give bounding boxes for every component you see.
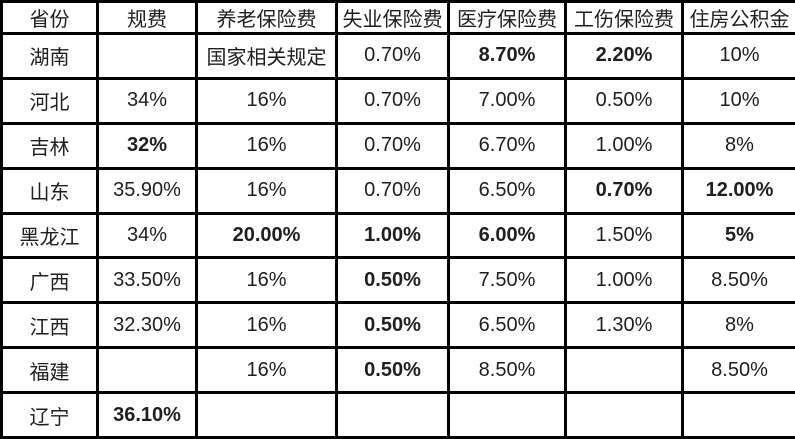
column-header-unemp: 失业保险费 (335, 0, 450, 35)
table-cell-pension: 16% (195, 301, 338, 350)
column-header-province: 省份 (0, 0, 99, 35)
table-cell-pension: 16% (195, 346, 338, 394)
province-cell: 江西 (0, 301, 99, 350)
province-cell: 河北 (0, 76, 99, 125)
table-cell-fee: 33.50% (96, 256, 198, 305)
table-cell-pension: 16% (195, 256, 338, 305)
table-cell-fee: 34% (96, 76, 198, 125)
table-cell-fee: 34% (96, 211, 198, 260)
table-row: 辽宁 36.10% (0, 391, 795, 439)
table-cell-housing: 8.50% (681, 256, 795, 305)
table-row: 河北 34% 16% 0.70% 7.00% 0.50% 10% (0, 76, 795, 125)
table-cell-medical: 6.50% (447, 166, 567, 215)
table-row: 江西 32.30% 16% 0.50% 6.50% 1.30% 8% (0, 301, 795, 350)
table-cell-injury (564, 346, 684, 394)
table-row: 黑龙江 34% 20.00% 1.00% 6.00% 1.50% 5% (0, 211, 795, 260)
province-cell: 辽宁 (0, 391, 99, 439)
table-row: 广西 33.50% 16% 0.50% 7.50% 1.00% 8.50% (0, 256, 795, 305)
table-cell-fee: 32% (96, 121, 198, 170)
table-cell-unemp: 1.00% (335, 211, 450, 260)
province-cell: 福建 (0, 346, 99, 394)
province-cell: 吉林 (0, 121, 99, 170)
table-cell-medical: 7.00% (447, 76, 567, 125)
table-cell-housing: 10% (681, 32, 795, 80)
table-cell-medical (447, 391, 567, 439)
table-cell-pension: 16% (195, 76, 338, 125)
table-cell-injury: 0.70% (564, 166, 684, 215)
table-cell-housing (681, 391, 795, 439)
table-cell-housing: 8% (681, 301, 795, 350)
table-row: 吉林 32% 16% 0.70% 6.70% 1.00% 8% (0, 121, 795, 170)
table-cell-fee (96, 32, 198, 80)
province-cell: 广西 (0, 256, 99, 305)
column-header-medical: 医疗保险费 (447, 0, 567, 35)
table-cell-housing: 12.00% (681, 166, 795, 215)
province-cell: 黑龙江 (0, 211, 99, 260)
table-cell-injury: 0.50% (564, 76, 684, 125)
table-row: 湖南 国家相关规定 0.70% 8.70% 2.20% 10% (0, 32, 795, 80)
header-row: 省份 规费 养老保险费 失业保险费 医疗保险费 工伤保险费 住房公积金 (0, 0, 795, 35)
table-cell-pension: 16% (195, 166, 338, 215)
table-cell-fee: 36.10% (96, 391, 198, 439)
table-cell-medical: 8.50% (447, 346, 567, 394)
table-row: 福建 16% 0.50% 8.50% 8.50% (0, 346, 795, 394)
table-cell-injury (564, 391, 684, 439)
table-cell-housing: 5% (681, 211, 795, 260)
province-cell: 湖南 (0, 32, 99, 80)
table-cell-medical: 6.00% (447, 211, 567, 260)
table-cell-fee: 35.90% (96, 166, 198, 215)
table-cell-fee: 32.30% (96, 301, 198, 350)
table-cell-pension: 国家相关规定 (195, 32, 338, 80)
table-cell-pension: 16% (195, 121, 338, 170)
table-cell-unemp: 0.50% (335, 346, 450, 394)
table-cell-pension: 20.00% (195, 211, 338, 260)
table-cell-unemp (335, 391, 450, 439)
table-cell-housing: 8.50% (681, 346, 795, 394)
table-cell-unemp: 0.70% (335, 32, 450, 80)
table-cell-unemp: 0.70% (335, 166, 450, 215)
table-row: 山东 35.90% 16% 0.70% 6.50% 0.70% 12.00% (0, 166, 795, 215)
table-cell-injury: 1.00% (564, 121, 684, 170)
column-header-housing: 住房公积金 (681, 0, 795, 35)
table-cell-injury: 1.50% (564, 211, 684, 260)
column-header-pension: 养老保险费 (195, 0, 338, 35)
table-cell-housing: 8% (681, 121, 795, 170)
table-cell-medical: 7.50% (447, 256, 567, 305)
table-cell-unemp: 0.70% (335, 121, 450, 170)
table-cell-medical: 6.50% (447, 301, 567, 350)
table-cell-injury: 1.30% (564, 301, 684, 350)
table-cell-injury: 2.20% (564, 32, 684, 80)
province-cell: 山东 (0, 166, 99, 215)
table-cell-medical: 6.70% (447, 121, 567, 170)
table-cell-housing: 10% (681, 76, 795, 125)
table-cell-pension (195, 391, 338, 439)
column-header-fee: 规费 (96, 0, 198, 35)
table-cell-fee (96, 346, 198, 394)
table-cell-unemp: 0.50% (335, 256, 450, 305)
table-cell-unemp: 0.70% (335, 76, 450, 125)
column-header-injury: 工伤保险费 (564, 0, 684, 35)
table-cell-injury: 1.00% (564, 256, 684, 305)
table-cell-unemp: 0.50% (335, 301, 450, 350)
table-cell-medical: 8.70% (447, 32, 567, 80)
